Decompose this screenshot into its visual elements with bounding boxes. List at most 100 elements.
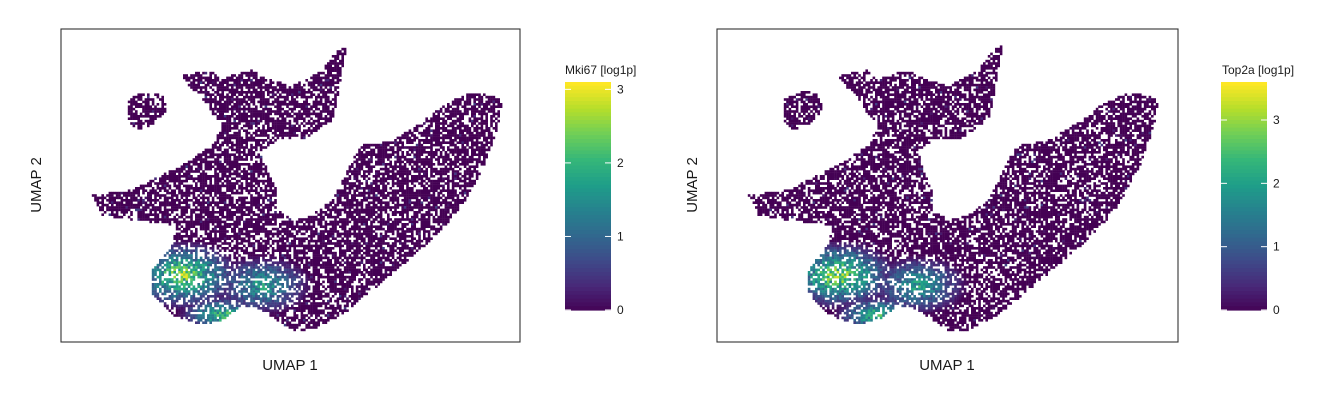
cell-point [461,184,464,188]
cell-point [279,122,282,125]
cell-point [468,95,472,99]
cell-point [245,86,248,89]
cell-point [353,230,356,233]
cell-point [281,220,284,224]
cell-point [363,211,366,214]
cell-point [451,184,455,188]
cell-point [269,81,272,84]
cell-point [403,218,407,221]
cell-point [442,223,445,226]
cell-point [401,151,404,154]
cell-point [221,95,224,99]
cell-point [303,129,306,132]
cell-point [108,191,112,195]
cell-point [178,235,181,238]
cell-point [408,153,412,156]
cell-point [348,208,352,212]
cell-point [240,136,244,140]
cell-point [252,88,256,92]
cell-point [339,242,342,245]
cell-point [207,191,210,195]
cell-point [447,134,450,137]
cell-point [279,124,282,128]
cell-point [216,158,220,161]
cell-point [187,215,191,219]
cell-point [267,235,270,238]
cell-point [132,189,136,192]
cell-point [238,184,241,188]
cell-point [384,143,388,147]
cell-point [216,76,220,80]
cell-point [391,170,395,173]
cell-point [264,223,268,226]
cell-point [221,83,224,87]
cell-point [396,211,400,214]
cell-point [209,237,212,240]
cell-point [245,122,248,125]
cell-point [156,110,160,113]
cell-point [233,211,236,214]
cell-point [461,143,464,147]
cell-point [343,182,347,185]
cell-point [396,136,400,140]
cell-point [468,170,472,173]
cell-point [447,153,450,156]
cell-point [420,184,424,188]
cell-point [211,88,215,92]
cell-point [415,194,419,197]
cell-point [228,76,232,80]
cell-point [238,139,241,142]
cell-point [233,117,236,120]
cell-point [223,239,227,243]
cell-point [499,103,503,106]
cell-point [401,232,404,236]
cell-point [202,215,205,219]
cell-point [250,189,253,192]
cell-point [156,115,160,118]
cell-point [307,91,311,94]
cell-point [324,93,328,96]
cell-point [274,112,277,116]
cell-point [271,110,275,113]
cell-point [211,93,215,96]
cell-point [221,143,224,147]
cell-point [279,232,282,236]
cell-point [243,213,246,216]
cell-point [209,71,212,75]
cell-point [437,158,440,161]
cell-point [492,127,496,130]
cell-point [315,127,318,130]
cell-point [437,230,440,233]
cell-point [411,148,414,152]
cell-point [437,117,440,120]
cell-point [473,105,476,108]
cell-point [370,143,373,147]
cell-point [106,208,109,212]
cell-point [223,206,227,209]
cell-point [238,98,241,101]
cell-point [252,211,256,214]
cell-point [331,215,335,219]
cell-point [197,237,200,240]
cell-point [427,220,431,224]
cell-point [276,232,280,236]
cell-point [255,203,258,207]
cell-point [238,119,241,123]
cell-point [375,163,378,166]
cell-point [331,227,335,231]
cell-point [233,119,236,123]
cell-point [463,179,467,183]
cell-point [168,213,172,216]
cell-point [418,230,421,233]
cell-point [346,187,349,190]
cell-point [432,153,436,156]
cell-point [425,134,428,137]
cell-point [163,206,167,209]
cell-point [127,105,131,108]
cell-point [447,196,450,200]
cell-point [118,206,121,209]
cell-point [394,194,397,197]
cell-point [264,100,268,104]
cell-point [442,184,445,188]
cell-point [231,76,234,80]
